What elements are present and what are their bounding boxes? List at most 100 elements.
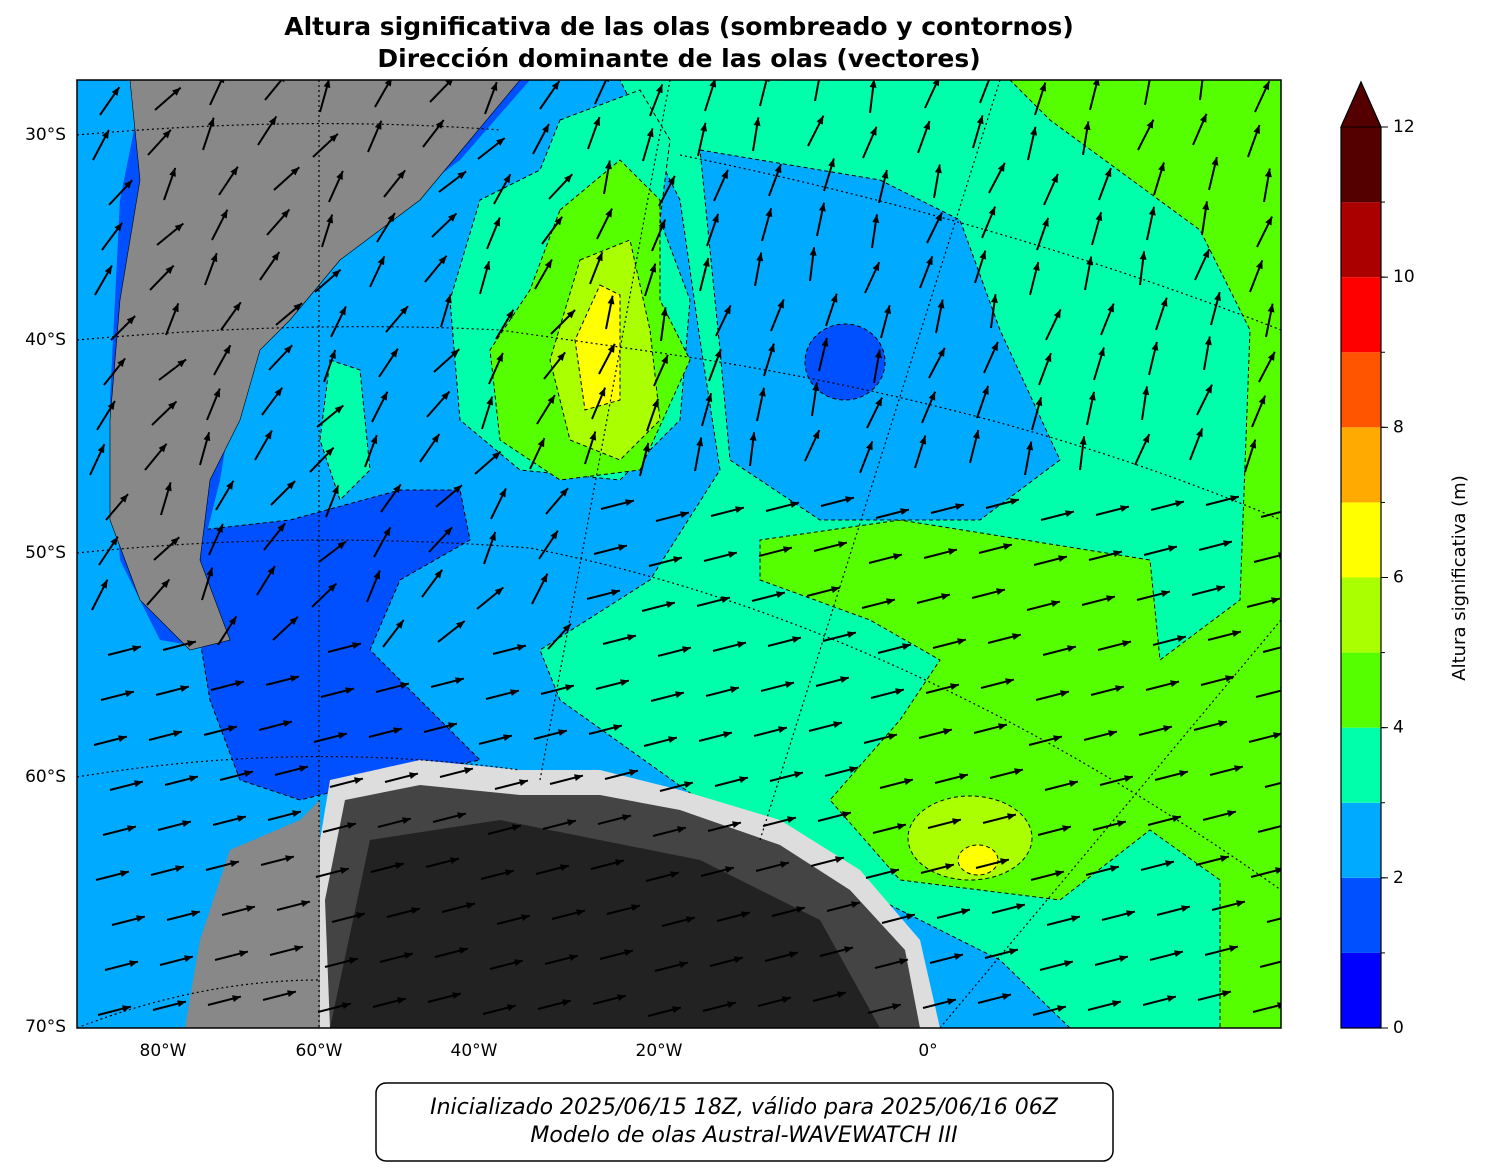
vector-head xyxy=(934,164,942,174)
vector-head xyxy=(387,213,395,222)
vector-head xyxy=(230,166,238,176)
vector xyxy=(1253,554,1281,563)
vector-head xyxy=(937,347,945,357)
vector-head xyxy=(507,1004,516,1012)
vector-head xyxy=(514,959,523,967)
vector-head xyxy=(1216,585,1225,593)
vector-head xyxy=(1200,66,1207,75)
map-field xyxy=(77,66,1291,1028)
vector-head xyxy=(1222,990,1231,998)
vector-head xyxy=(438,255,447,265)
vector xyxy=(979,80,991,104)
vector-head xyxy=(235,680,244,688)
vector-head xyxy=(107,401,115,410)
vector-head xyxy=(134,780,143,788)
vector-head xyxy=(409,772,418,780)
vector-head xyxy=(1223,540,1232,548)
vector-head xyxy=(290,675,299,683)
vector-head xyxy=(780,861,789,869)
title-line: Altura significativa de las olas (sombre… xyxy=(284,12,1074,41)
vector-head xyxy=(352,642,361,650)
vector-head xyxy=(611,589,620,597)
vector-head xyxy=(607,295,615,305)
vector-head xyxy=(1106,595,1115,603)
vector-head xyxy=(397,170,406,180)
vector-head xyxy=(503,174,511,184)
vector-head xyxy=(239,950,248,958)
vector-head xyxy=(444,294,452,304)
vector-head xyxy=(565,684,574,692)
vector-head xyxy=(959,773,968,781)
vector-head xyxy=(739,776,748,784)
vector-head xyxy=(1160,297,1168,307)
vector xyxy=(1255,689,1281,698)
vector-head xyxy=(709,80,717,88)
vector-head xyxy=(1086,256,1094,266)
vector-head xyxy=(778,726,787,734)
vector-head xyxy=(668,736,677,744)
vector-head xyxy=(271,252,280,261)
vector xyxy=(759,80,768,107)
vector-head xyxy=(492,451,501,460)
vector-head xyxy=(629,769,638,777)
vector-head xyxy=(1148,206,1156,216)
vector-head xyxy=(954,953,963,961)
vector-head xyxy=(794,771,803,779)
vector-head xyxy=(100,579,108,589)
vector-head xyxy=(658,219,666,229)
lat-label: 50°S xyxy=(25,543,66,563)
vector-head xyxy=(756,252,764,262)
vector-head xyxy=(557,352,566,362)
vector-head xyxy=(164,482,172,492)
vector-head xyxy=(1005,678,1014,686)
vector-head xyxy=(486,396,494,406)
vector xyxy=(1260,510,1281,518)
vector-head xyxy=(220,209,228,219)
vector-head xyxy=(340,867,349,875)
vector-head xyxy=(237,815,246,823)
vector-head xyxy=(191,910,200,918)
vector-head xyxy=(293,303,303,312)
vector-head xyxy=(184,955,193,963)
vector-head xyxy=(649,263,657,273)
vector-head xyxy=(1161,590,1170,598)
vector-head xyxy=(182,820,191,828)
vector-head xyxy=(496,137,505,146)
vector-head xyxy=(519,779,528,787)
vector-head xyxy=(796,906,805,914)
vector-head xyxy=(339,306,346,316)
vector-head xyxy=(395,620,404,629)
vector-head xyxy=(682,646,691,654)
vector-head xyxy=(434,569,443,579)
vector-head xyxy=(900,508,909,516)
colorbar-swatch xyxy=(1341,577,1381,653)
colorbar-tick-label: 2 xyxy=(1393,868,1404,888)
vector-head xyxy=(118,735,127,743)
vector-head xyxy=(835,856,844,864)
vector-head xyxy=(937,299,945,309)
vector-head xyxy=(741,911,750,919)
vector-head xyxy=(1098,347,1105,357)
vector-head xyxy=(1220,855,1229,863)
vector-head xyxy=(104,265,112,275)
vector-head xyxy=(617,994,626,1002)
vector-head xyxy=(1119,955,1128,963)
vector-head xyxy=(299,765,308,773)
vector-head xyxy=(170,537,180,546)
colorbar-tick-label: 6 xyxy=(1393,568,1404,588)
vector-head xyxy=(541,123,549,133)
colorbar-swatch xyxy=(1341,277,1381,353)
vector-head xyxy=(1124,775,1133,783)
vector-head xyxy=(489,531,496,541)
vector-head xyxy=(730,686,739,694)
vector-head xyxy=(283,720,292,728)
vector-head xyxy=(1053,735,1062,743)
vector-head xyxy=(1267,351,1275,361)
vector-head xyxy=(702,258,710,267)
vector-head xyxy=(765,208,773,218)
vector-head xyxy=(881,169,889,179)
vector-head xyxy=(1282,822,1291,829)
colorbar-tick-label: 10 xyxy=(1393,267,1415,287)
vector-head xyxy=(1065,510,1074,518)
